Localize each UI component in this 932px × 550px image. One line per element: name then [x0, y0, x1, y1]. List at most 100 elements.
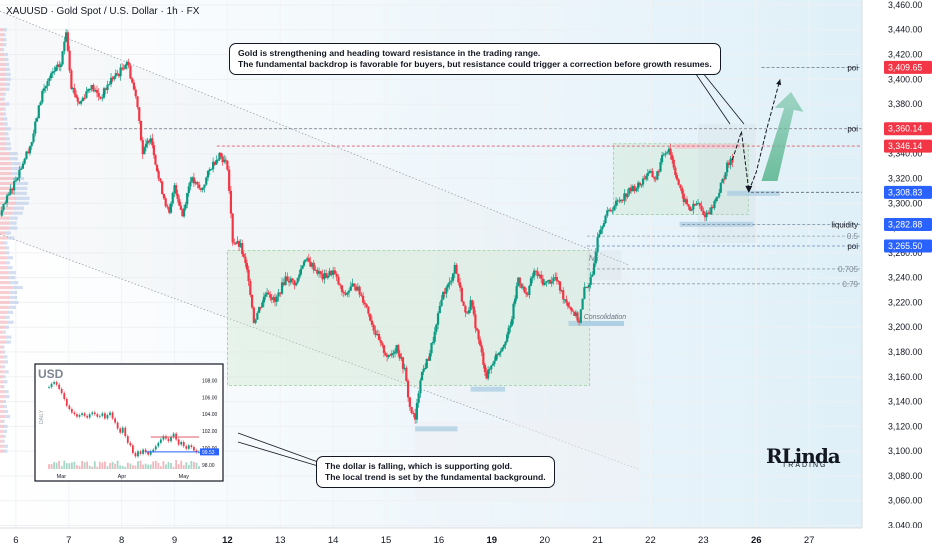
candle-up [626, 193, 629, 198]
usd-candle-up [48, 387, 50, 388]
candle-down [141, 140, 144, 155]
candle-down [669, 148, 672, 155]
candle-down [496, 354, 499, 356]
candle-up [581, 298, 584, 310]
volume-profile-bar [5, 62, 10, 67]
usd-volume-bar [142, 464, 144, 469]
volume-profile-bar [0, 147, 7, 151]
correction-arrowhead [745, 185, 753, 193]
volume-profile-bar [0, 295, 10, 300]
candle-up [205, 177, 208, 185]
candle-up [521, 286, 525, 288]
volume-profile-bar [8, 271, 16, 275]
candle-up [14, 180, 17, 182]
candle-up [713, 201, 716, 208]
candle-down [229, 190, 233, 214]
price-tick-label: 3,140.00 [888, 397, 922, 407]
candle-down [92, 84, 95, 92]
usd-candle-up [154, 446, 157, 450]
candle-down [358, 286, 361, 295]
candle-down [104, 88, 107, 90]
candle-up [264, 294, 267, 297]
usd-candle-down [185, 446, 188, 449]
usd-candle-up [187, 445, 190, 449]
candle-up [515, 286, 518, 299]
usd-candle-down [68, 405, 71, 410]
top-annotation: Gold is strengthening and heading toward… [229, 43, 721, 75]
candle-up [604, 215, 607, 224]
candle-up [554, 277, 557, 279]
volume-profile-bar [0, 92, 4, 96]
volume-profile-bar [9, 226, 18, 230]
candle-up [487, 369, 490, 379]
candle-down [307, 258, 310, 262]
usd-candle-up [101, 413, 104, 416]
candle-up [109, 77, 113, 85]
usd-candle-down [147, 452, 150, 455]
candle-down [633, 185, 636, 192]
candle-up [517, 277, 520, 287]
candle-up [85, 91, 88, 99]
candle-up [506, 334, 509, 342]
candle-down [462, 301, 465, 306]
usd-inset-tick: 108.00 [202, 378, 218, 384]
zone-label: Consolidation [584, 314, 627, 321]
candle-up [400, 357, 403, 359]
candle-up [114, 73, 117, 77]
candle-up [191, 177, 194, 182]
time-tick-label: 23 [698, 535, 709, 546]
volume-profile-bar [2, 47, 5, 52]
usd-volume-bar [193, 461, 195, 469]
volume-profile-bar [4, 360, 8, 364]
volume-profile-bar [0, 266, 7, 270]
candle-up [499, 350, 502, 353]
usd-volume-bar [121, 465, 124, 469]
candle-up [719, 182, 722, 193]
candle-down [681, 188, 684, 194]
volume-profile-bar [3, 107, 6, 111]
chart-title: XAUUSD · Gold Spot / U.S. Dollar · 1h · … [6, 6, 200, 17]
candle-up [326, 275, 329, 278]
candle-up [48, 78, 51, 82]
candle-up [113, 76, 116, 80]
candle-down [233, 242, 236, 244]
volume-profile-bar [5, 72, 11, 76]
candle-down [97, 92, 100, 97]
time-tick-label: 27 [804, 535, 815, 546]
usd-volume-bar [86, 461, 89, 469]
usd-candle-down [93, 412, 96, 415]
usd-volume-bar [65, 463, 68, 469]
volume-profile-bar [2, 350, 6, 354]
candle-up [714, 198, 718, 202]
candle-up [599, 229, 602, 235]
candle-down [154, 155, 157, 165]
candle-up [645, 175, 648, 180]
candle-up [614, 200, 618, 206]
volume-profile-bar [11, 171, 22, 176]
candle-up [349, 286, 352, 291]
volume-profile-bar [0, 186, 16, 190]
usd-candle-down [167, 438, 170, 442]
candle-up [203, 184, 206, 188]
usd-volume-bar [50, 464, 53, 469]
usd-candle-down [144, 449, 147, 453]
volume-profile-bar [2, 365, 6, 369]
candle-up [21, 163, 25, 169]
candle-up [13, 181, 16, 191]
volume-profile-bar [0, 404, 4, 409]
volume-profile-bar [5, 77, 11, 81]
candle-down [132, 82, 136, 90]
volume-profile-bar [5, 395, 10, 399]
usd-last-value: 99.53 [202, 450, 215, 456]
time-tick-label: 20 [539, 535, 550, 546]
candle-up [494, 354, 498, 361]
candle-up [606, 210, 609, 216]
volume-profile-bar [0, 340, 6, 344]
candle-up [37, 105, 40, 119]
candle-up [189, 181, 192, 187]
candle-down [291, 278, 294, 281]
candle-up [201, 187, 204, 190]
volume-profile-bar [6, 147, 12, 151]
candle-up [328, 270, 331, 276]
candle-up [280, 282, 284, 294]
